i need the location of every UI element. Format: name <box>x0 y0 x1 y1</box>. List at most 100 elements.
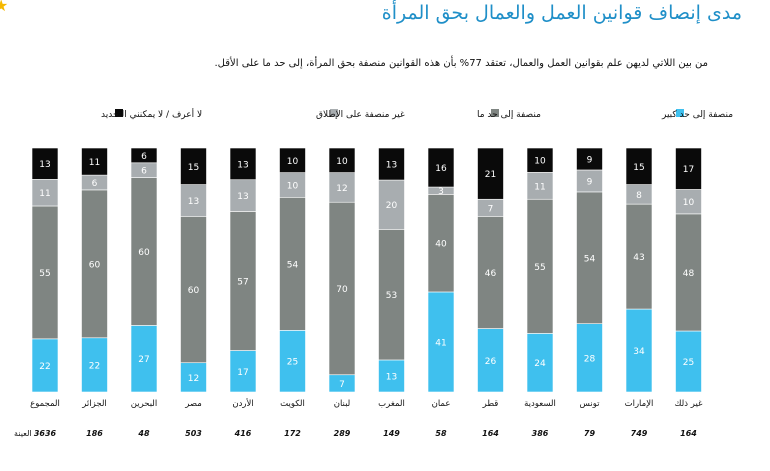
sample-size-label: 186 <box>86 429 103 438</box>
page-title: مدى إنصاف قوانين العمل والعمال بحق المرأ… <box>382 2 742 24</box>
x-tick-label: تونس <box>580 399 601 409</box>
data-label: 25 <box>287 358 298 368</box>
bar-segment <box>477 328 504 393</box>
data-label: 41 <box>435 338 446 348</box>
data-label: 40 <box>435 240 447 250</box>
x-tick-label: الإمارات <box>625 399 654 409</box>
data-label: 55 <box>39 269 50 279</box>
data-label: 11 <box>534 182 545 192</box>
sample-size-label: 289 <box>334 429 351 438</box>
bar-segment <box>31 338 59 393</box>
sample-size-label: 749 <box>631 429 648 438</box>
data-label: 8 <box>636 191 642 201</box>
legend-swatch <box>115 109 123 117</box>
data-label: 54 <box>287 260 299 270</box>
sample-label: العينة <box>14 429 32 438</box>
data-label: 46 <box>485 269 497 279</box>
data-label: 70 <box>336 285 348 295</box>
bar-segment <box>675 147 702 190</box>
legend-label: لا أعرف / لا يمكنني التحديد <box>101 108 202 120</box>
bar-segment <box>427 291 455 393</box>
sample-size-label: 58 <box>435 429 447 438</box>
data-label: 24 <box>534 359 546 369</box>
data-label: 60 <box>188 286 200 296</box>
sample-size-label: 149 <box>383 429 400 438</box>
x-tick-label: البحرين <box>131 399 158 409</box>
sample-size-label: 79 <box>584 429 596 438</box>
legend-swatch <box>676 109 684 117</box>
data-label: 7 <box>339 380 345 390</box>
legend-label: غير منصفة على الإطلاق <box>316 110 405 120</box>
data-label: 12 <box>188 374 199 384</box>
bar-segment <box>229 179 257 212</box>
legend-label: منصفة إلى حد ما <box>477 110 541 120</box>
bar-segment <box>279 196 306 331</box>
x-tick-label: السعودية <box>524 399 556 409</box>
sample-size-label: 48 <box>137 429 150 438</box>
x-tick-label: مصر <box>184 399 202 409</box>
x-tick-label: قطر <box>482 399 499 409</box>
bar-segment <box>477 216 504 329</box>
legend-swatch <box>330 109 338 117</box>
sample-size-label: 164 <box>680 429 697 438</box>
data-label: 60 <box>138 248 150 258</box>
bar-segment <box>279 330 306 393</box>
data-label: 15 <box>633 163 644 173</box>
data-label: 54 <box>584 254 596 264</box>
bar-segment <box>31 179 59 207</box>
data-label: 16 <box>435 164 447 174</box>
x-tick-label: المجموع <box>30 399 60 409</box>
bar-segment <box>576 147 603 171</box>
bar-segment <box>625 308 653 393</box>
bar-segment <box>427 147 455 188</box>
data-label: 9 <box>587 155 593 165</box>
bar-segment <box>180 216 207 364</box>
bar-segment <box>526 147 554 173</box>
data-label: 34 <box>633 347 645 357</box>
bar-segment <box>229 350 257 393</box>
x-tick-label: الكويت <box>280 399 305 409</box>
bar-segment <box>526 198 554 334</box>
data-label: 22 <box>89 361 100 371</box>
bar-segment <box>378 179 405 230</box>
bar-segment <box>31 147 59 180</box>
legend-label: منصفة إلى حد كبير <box>661 110 733 120</box>
data-label: 17 <box>237 368 248 378</box>
data-label: 53 <box>386 291 397 301</box>
data-label: 55 <box>534 263 545 273</box>
data-label: 11 <box>89 158 100 168</box>
bar-segment <box>427 194 455 293</box>
data-label: 15 <box>188 163 199 173</box>
bar-segment <box>576 191 603 324</box>
chart-subtitle: من بين اللاتي لديهن علم بقوانين العمل وا… <box>214 58 709 69</box>
data-label: 10 <box>534 157 546 167</box>
bar-segment <box>625 203 653 310</box>
bar-segment <box>81 189 108 339</box>
bar-segment <box>477 147 504 200</box>
sample-size-label: 164 <box>482 429 499 438</box>
x-tick-label: الأردن <box>232 398 253 409</box>
bar-segment <box>576 323 603 393</box>
bar-segment <box>526 333 554 393</box>
x-tick-label: الجزائر <box>81 399 107 409</box>
bar-segment <box>279 147 306 173</box>
star-icon: ★ <box>0 0 9 15</box>
sample-size-label: 172 <box>284 429 301 438</box>
bar-segment <box>328 201 356 376</box>
bar-segment <box>378 229 405 361</box>
bar-segment <box>81 337 108 393</box>
data-label: 11 <box>39 189 50 199</box>
data-label: 21 <box>485 170 496 180</box>
data-label: 10 <box>683 198 695 208</box>
data-label: 17 <box>683 165 694 175</box>
data-label: 7 <box>488 204 494 214</box>
data-label: 43 <box>633 253 644 263</box>
bar-segment <box>675 189 702 215</box>
sample-size-label: 503 <box>185 429 202 438</box>
data-label: 6 <box>92 179 98 189</box>
data-label: 13 <box>386 372 397 382</box>
bar-segment <box>378 147 405 181</box>
chart-title: مدى إنصاف قوانين العمل والعمال بحق المرأ… <box>381 2 742 24</box>
data-label: 22 <box>39 362 50 372</box>
